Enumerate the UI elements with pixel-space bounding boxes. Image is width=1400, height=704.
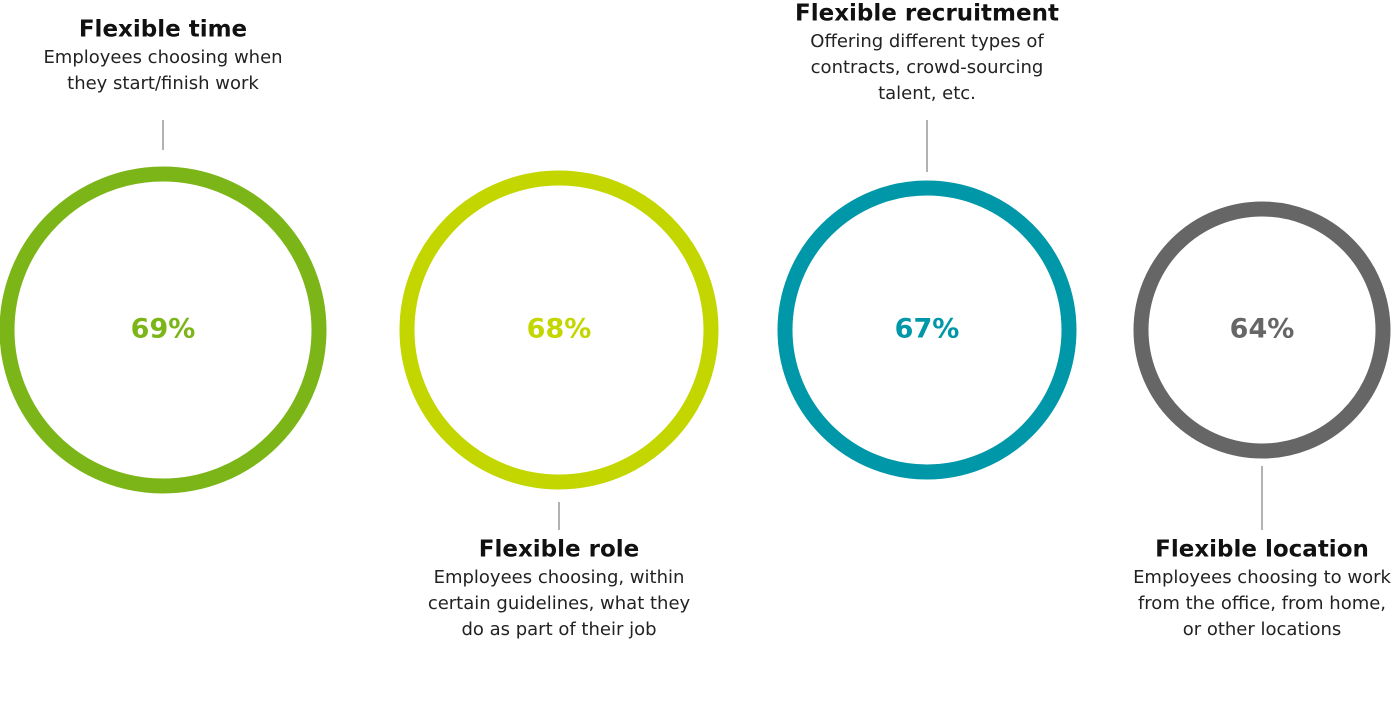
category-title: Flexible location <box>1155 537 1369 563</box>
category-description: from the office, from home, <box>1138 593 1386 614</box>
category-title: Flexible role <box>479 537 640 563</box>
category-title: Flexible recruitment <box>795 1 1059 27</box>
value-label: 67% <box>895 314 960 345</box>
ring <box>0 166 327 494</box>
ring <box>1133 201 1391 459</box>
value-label: 69% <box>131 314 196 345</box>
category-description: they start/finish work <box>67 73 259 94</box>
category-description: Employees choosing to work <box>1133 567 1391 588</box>
category-description: or other locations <box>1183 619 1342 640</box>
ring <box>777 180 1077 480</box>
value-label: 68% <box>527 314 592 345</box>
category-description: Employees choosing when <box>43 47 282 68</box>
category-description: contracts, crowd-sourcing <box>811 57 1044 78</box>
category-description: certain guidelines, what they <box>428 593 691 614</box>
category-title: Flexible time <box>79 17 247 43</box>
category-description: talent, etc. <box>878 83 976 104</box>
category-description: Offering different types of <box>810 31 1044 52</box>
ring <box>399 170 719 490</box>
category-description: do as part of their job <box>461 619 656 640</box>
value-label: 64% <box>1230 314 1295 345</box>
category-description: Employees choosing, within <box>434 567 685 588</box>
